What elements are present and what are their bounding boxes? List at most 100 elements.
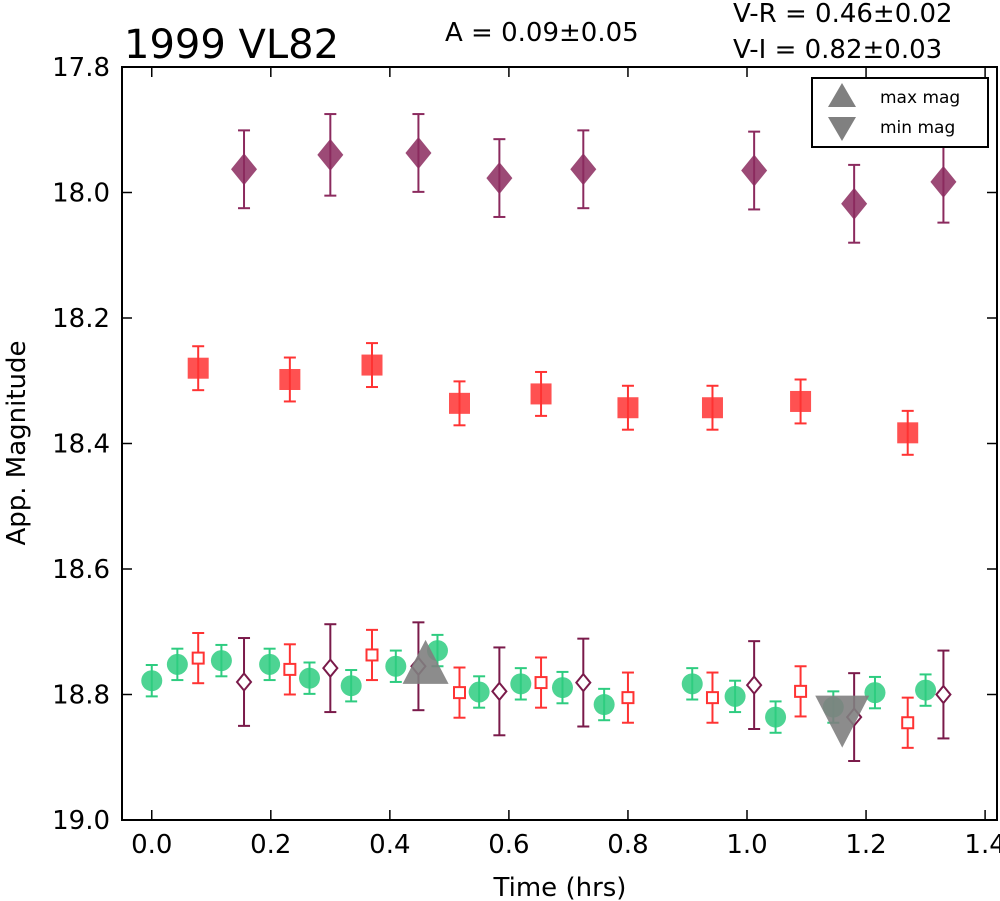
legend-max-mag-icon xyxy=(828,83,856,107)
data-point xyxy=(935,649,952,740)
y-tick-label: 18.2 xyxy=(52,304,110,334)
data-point xyxy=(405,113,432,193)
data-point xyxy=(901,696,915,749)
point-marker xyxy=(299,667,320,689)
point-marker xyxy=(141,670,163,692)
min-mag-marker xyxy=(815,695,870,748)
data-point xyxy=(745,640,763,731)
x-tick-label: 0.6 xyxy=(488,830,529,860)
point-marker xyxy=(283,662,297,676)
point-marker xyxy=(864,682,886,704)
point-marker xyxy=(935,684,952,705)
data-point xyxy=(724,679,746,714)
point-marker xyxy=(621,691,635,705)
data-point xyxy=(361,342,383,389)
point-marker xyxy=(468,681,490,703)
data-point xyxy=(322,623,339,714)
point-marker xyxy=(681,673,703,695)
point-marker xyxy=(841,187,868,220)
data-point xyxy=(187,345,209,392)
y-tick-label: 18.8 xyxy=(52,681,110,711)
y-tick-label: 18.6 xyxy=(52,555,110,585)
data-point xyxy=(486,138,513,218)
point-marker xyxy=(724,685,746,707)
data-point xyxy=(317,113,344,197)
point-marker xyxy=(449,392,470,414)
data-point xyxy=(235,637,253,727)
data-point xyxy=(299,661,320,695)
data-point xyxy=(741,130,768,211)
point-marker xyxy=(231,153,258,186)
plot-marks xyxy=(141,113,957,763)
y-tick-label: 17.8 xyxy=(52,53,110,83)
point-marker xyxy=(915,679,937,701)
data-point xyxy=(283,643,297,696)
point-marker xyxy=(187,357,209,379)
data-point xyxy=(231,129,258,210)
point-marker xyxy=(405,136,432,169)
point-marker xyxy=(593,694,615,716)
v-i-annotation: V-I = 0.82±0.03 xyxy=(733,35,942,65)
point-marker xyxy=(897,422,919,444)
point-marker xyxy=(486,162,513,195)
point-marker xyxy=(901,716,915,730)
point-marker xyxy=(530,383,552,405)
point-marker xyxy=(259,653,281,675)
point-marker xyxy=(701,397,723,419)
data-point xyxy=(915,673,937,707)
x-tick-label: 1.0 xyxy=(726,830,767,860)
data-point xyxy=(530,370,552,417)
data-point xyxy=(897,409,919,456)
x-tick-label: 1.4 xyxy=(964,830,1000,860)
point-marker xyxy=(191,651,205,665)
amplitude-annotation: A = 0.09±0.05 xyxy=(445,18,639,48)
series-3 xyxy=(191,628,915,749)
data-point xyxy=(191,632,205,685)
data-point xyxy=(510,667,532,701)
legend: max mag min mag xyxy=(811,77,989,148)
data-point xyxy=(468,675,490,709)
point-marker xyxy=(534,676,548,690)
x-tick-label: 0.0 xyxy=(131,830,172,860)
legend-min-mag-icon xyxy=(828,117,856,141)
point-marker xyxy=(570,153,597,186)
point-marker xyxy=(794,684,808,698)
data-point xyxy=(864,675,886,710)
data-point xyxy=(166,647,188,682)
data-point xyxy=(141,664,163,698)
point-marker xyxy=(765,706,787,728)
data-point xyxy=(453,666,466,719)
point-marker xyxy=(741,154,768,187)
data-point xyxy=(534,656,548,709)
x-tick-label: 1.2 xyxy=(845,830,886,860)
data-point xyxy=(570,129,597,210)
point-marker xyxy=(705,691,719,705)
point-marker xyxy=(361,354,383,376)
data-point xyxy=(385,649,407,683)
data-point xyxy=(593,687,615,722)
point-marker xyxy=(340,675,362,697)
data-point xyxy=(491,646,508,737)
point-marker xyxy=(279,368,301,390)
data-point xyxy=(575,637,592,728)
data-point xyxy=(259,647,281,682)
data-point xyxy=(765,700,787,734)
point-marker xyxy=(317,138,344,171)
data-point xyxy=(841,163,868,244)
data-point xyxy=(621,671,635,724)
y-tick-label: 18.0 xyxy=(52,179,110,209)
y-tick-label: 19.0 xyxy=(52,806,110,836)
axes: 0.0 0.2 0.4 0.6 0.8 1.0 1.2 1.4 17.8 18.0 18.2 18.4… xyxy=(52,53,1000,860)
data-point xyxy=(551,670,573,705)
series-0 xyxy=(231,113,957,244)
data-point xyxy=(617,384,639,431)
data-point xyxy=(681,667,703,701)
point-marker xyxy=(453,686,466,700)
data-point xyxy=(210,643,232,678)
legend-label: min mag xyxy=(880,118,955,138)
point-marker xyxy=(210,650,232,672)
point-marker xyxy=(575,672,592,693)
data-point xyxy=(701,384,723,431)
point-marker xyxy=(930,165,957,198)
